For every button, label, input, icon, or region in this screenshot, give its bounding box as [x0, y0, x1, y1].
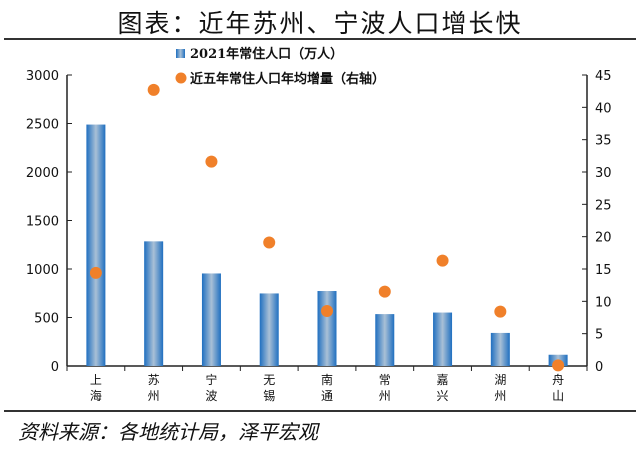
right-tick-label: 40 [595, 101, 612, 116]
category-label: 州 [494, 389, 506, 403]
category-label: 锡 [263, 388, 275, 403]
source-note: 资料来源：各地统计局，泽平宏观 [18, 420, 318, 444]
bar-湖州 [490, 332, 510, 366]
right-tick-label: 25 [595, 198, 612, 213]
title-divider [4, 38, 636, 40]
right-tick-label: 35 [595, 134, 612, 149]
category-label: 州 [379, 389, 391, 403]
legend-bar-swatch [176, 49, 185, 58]
bar-无锡 [259, 293, 279, 366]
category-label: 嘉 [437, 373, 449, 387]
bar-嘉兴 [433, 312, 453, 366]
dot-宁波 [205, 155, 218, 168]
chart-title: 图表：近年苏州、宁波人口增长快 [117, 9, 523, 38]
category-label: 波 [205, 389, 217, 403]
left-tick-label: 2000 [26, 166, 59, 181]
right-tick-label: 20 [595, 231, 612, 246]
dot-常州 [378, 285, 391, 298]
category-label: 宁 [205, 372, 217, 387]
category-label: 南 [321, 372, 333, 387]
category-label: 湖 [494, 372, 506, 387]
dot-湖州 [494, 305, 507, 318]
dot-上海 [89, 266, 102, 279]
category-label: 苏 [148, 373, 160, 387]
category-label: 无 [263, 373, 275, 387]
category-label: 通 [321, 389, 333, 403]
left-tick-label: 3000 [26, 69, 59, 84]
dot-舟山 [552, 359, 565, 372]
right-tick-label: 45 [595, 69, 612, 84]
right-tick-label: 30 [595, 166, 612, 181]
right-tick-label: 10 [595, 295, 612, 310]
left-tick-label: 2500 [26, 118, 59, 133]
left-tick-label: 0 [51, 360, 59, 375]
bar-上海 [86, 124, 106, 366]
dot-无锡 [263, 236, 276, 249]
bar-常州 [375, 314, 395, 366]
category-label: 上 [90, 373, 102, 387]
category-label: 海 [90, 388, 102, 403]
left-tick-label: 500 [34, 312, 59, 327]
legend-bar-label: 2021年常住人口（万人） [190, 46, 343, 62]
category-label: 兴 [437, 389, 449, 403]
dot-苏州 [147, 83, 160, 96]
left-tick-label: 1500 [26, 215, 59, 230]
right-tick-label: 5 [595, 328, 603, 343]
category-label: 山 [552, 389, 564, 403]
right-tick-label: 15 [595, 263, 612, 278]
legend-dot-label: 近五年常住人口年均增量（右轴） [190, 71, 385, 87]
category-label: 舟 [552, 373, 564, 387]
bar-苏州 [144, 241, 164, 366]
category-label: 州 [148, 389, 160, 403]
left-tick-label: 1000 [26, 263, 59, 278]
right-tick-label: 0 [595, 360, 603, 375]
legend-dot-swatch [175, 72, 187, 84]
bar-宁波 [201, 273, 221, 366]
dot-嘉兴 [436, 254, 449, 267]
category-label: 常 [379, 373, 391, 387]
source-divider [4, 410, 636, 412]
dot-南通 [321, 305, 333, 318]
bar-南通 [317, 291, 337, 366]
